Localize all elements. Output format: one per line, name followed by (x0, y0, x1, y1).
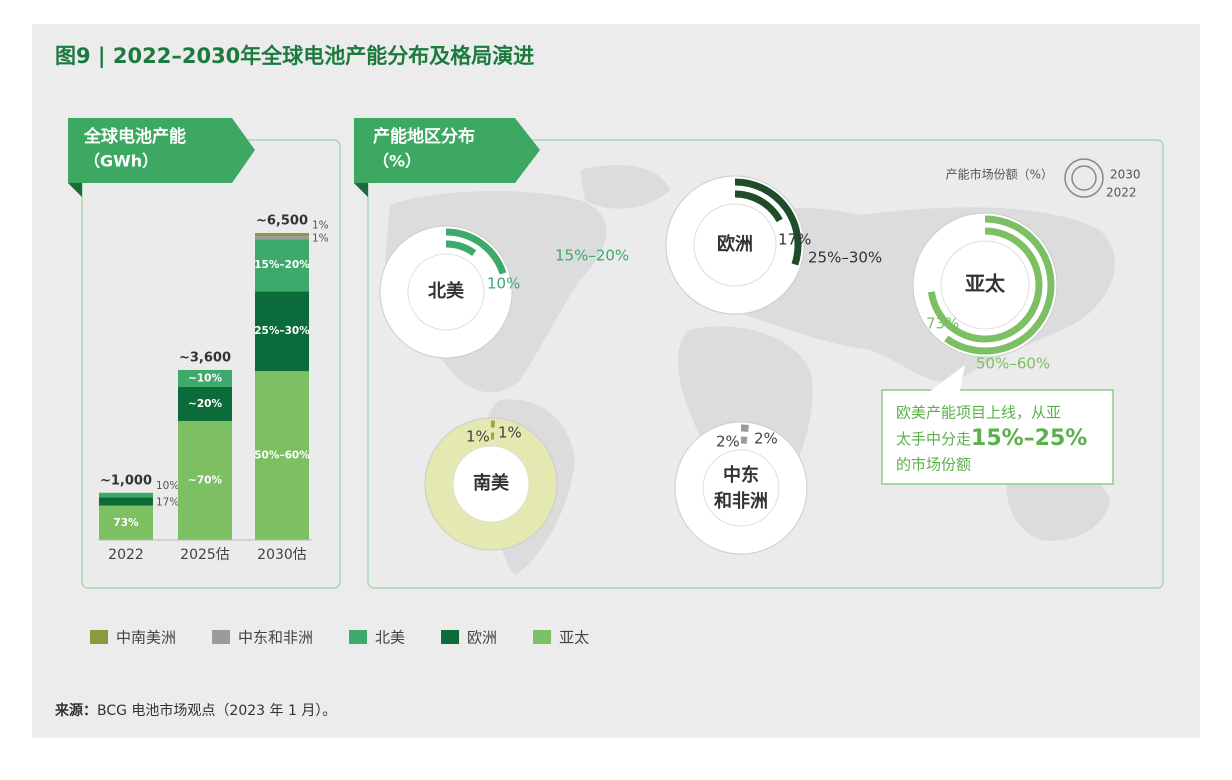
segment-label: 1% (312, 233, 329, 245)
label-2022: 1% (466, 428, 490, 446)
x-tick-label: 2030估 (257, 547, 307, 563)
ring-arc-2030 (734, 178, 802, 266)
callout-text: 欧美产能项目上线，从亚 (896, 404, 1061, 422)
segment-label: ~20% (188, 398, 222, 410)
legend-label: 亚太 (559, 629, 589, 647)
ring-legend-outer: 2030 (1110, 168, 1141, 182)
bar-segment (178, 369, 232, 387)
bar-segment (255, 239, 309, 292)
region-name: 中东和非洲 (714, 464, 768, 512)
bar-segment (255, 233, 309, 237)
ribbon (68, 118, 255, 197)
segment-label: ~10% (188, 372, 222, 384)
segment-label: 17% (156, 497, 179, 509)
ring-inner (940, 240, 1030, 330)
region-name: 南美 (473, 472, 509, 494)
segment-label: 15%–20% (254, 259, 310, 271)
ribbon-fold (354, 183, 368, 197)
ring-inner (452, 445, 530, 523)
segment-label: 50%–60% (254, 450, 310, 462)
callout-text: 太手中分走15%–25% (896, 426, 1087, 451)
map-title: 产能地区分布 (373, 126, 475, 147)
bar-segment (255, 291, 309, 372)
legend-label: 中东和非洲 (238, 629, 313, 647)
label-2030: 15%–20% (555, 247, 629, 265)
ring-arc-2022 (734, 190, 783, 223)
ring-arc-2022 (445, 240, 477, 257)
ring-inner (702, 449, 780, 527)
bar-segment (178, 420, 232, 540)
segment-label: 1% (312, 220, 329, 232)
legend-label: 中南美洲 (116, 629, 176, 647)
ribbon-fold (68, 183, 82, 197)
bar-title: 全球电池产能 (83, 126, 186, 147)
legend-label: 欧洲 (467, 629, 497, 647)
ring-arc-2030 (445, 228, 507, 275)
ring-legend-icon (1064, 158, 1104, 198)
legend-label: 北美 (375, 629, 405, 647)
callout-pointer (930, 365, 965, 391)
label-2030: 2% (754, 430, 778, 448)
label-2022: 73% (926, 315, 959, 333)
ring-inner (693, 203, 777, 287)
segment-label: 25%–30% (254, 325, 310, 337)
ring-legend-title: 产能市场份额（%） (946, 167, 1053, 182)
label-2022: 2% (716, 433, 740, 451)
label-2030: 50%–60% (976, 355, 1050, 373)
segment-label: 10% (156, 480, 179, 492)
bar-segment (99, 505, 153, 540)
segment-label: 73% (113, 517, 139, 529)
legend-swatch (349, 630, 368, 644)
ring-arc-2022 (927, 227, 1043, 343)
region-name: 亚太 (965, 272, 1006, 296)
x-tick-label: 2025估 (180, 547, 230, 563)
ring-legend-inner: 2022 (1106, 186, 1137, 200)
legend-swatch (212, 630, 231, 644)
legend-swatch (533, 630, 552, 644)
legend-swatch (90, 630, 108, 644)
title: 图9 | 2022–2030年全球电池产能分布及格局演进 (55, 44, 534, 69)
label-2022: 10% (487, 275, 520, 293)
bar-segment (99, 492, 153, 498)
segment-label: ~70% (188, 474, 222, 486)
label-2030: 25%–30% (808, 249, 882, 267)
ring-arc-2030 (944, 215, 1055, 355)
ring-inner (407, 253, 485, 331)
total-label: ~6,500 (256, 214, 308, 229)
bar-segment (255, 236, 309, 240)
total-label: ~3,600 (179, 350, 231, 365)
legend-swatch (441, 630, 460, 644)
callout-text: 的市场份额 (896, 456, 971, 474)
bar-segment (99, 497, 153, 506)
bar-segment (255, 371, 309, 540)
total-label: ~1,000 (100, 473, 152, 488)
ring-legend-icon (1071, 165, 1097, 191)
region-name: 欧洲 (717, 233, 753, 255)
source: 来源：BCG 电池市场观点（2023 年 1 月）。 (54, 702, 336, 719)
bar-subtitle: （GWh） (84, 152, 158, 171)
x-tick-label: 2022 (108, 547, 144, 563)
callout-box (881, 389, 1114, 485)
label-2030: 1% (498, 424, 522, 442)
region-name: 北美 (428, 280, 464, 302)
map-subtitle: （%） (373, 152, 421, 171)
ribbon (354, 118, 540, 197)
label-2022: 17% (778, 231, 811, 249)
bar-segment (178, 386, 232, 421)
